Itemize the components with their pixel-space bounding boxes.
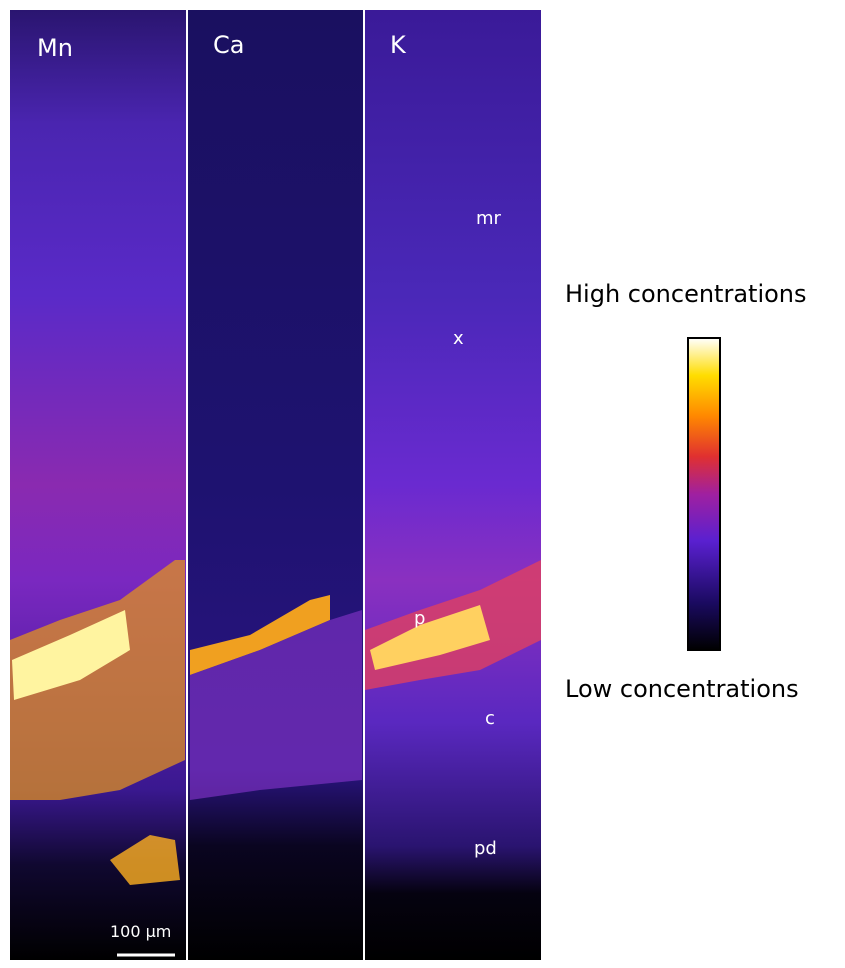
ca-band — [190, 595, 330, 675]
colorbar — [687, 337, 721, 651]
scale-bar-label: 100 µm — [110, 922, 171, 941]
ca-cells — [190, 610, 362, 800]
colorbar-high-label: High concentrations — [565, 280, 807, 308]
colorbar-low-label: Low concentrations — [565, 675, 799, 703]
mn-bottom-spot — [110, 835, 180, 885]
panel-label: Ca — [213, 31, 244, 59]
mn-panel — [10, 10, 186, 960]
annotation: p — [414, 608, 425, 629]
annotation: mr — [476, 208, 502, 229]
k-band-bright — [370, 605, 490, 670]
mn-band-bright — [12, 610, 130, 700]
annotation: x — [453, 328, 464, 349]
k-panel — [365, 10, 541, 960]
panel-label: Mn — [37, 34, 73, 62]
annotation: pd — [474, 838, 497, 859]
panel-label: K — [390, 31, 407, 59]
mn-band — [10, 560, 185, 800]
ca-panel — [188, 10, 363, 960]
annotation: c — [485, 708, 495, 729]
